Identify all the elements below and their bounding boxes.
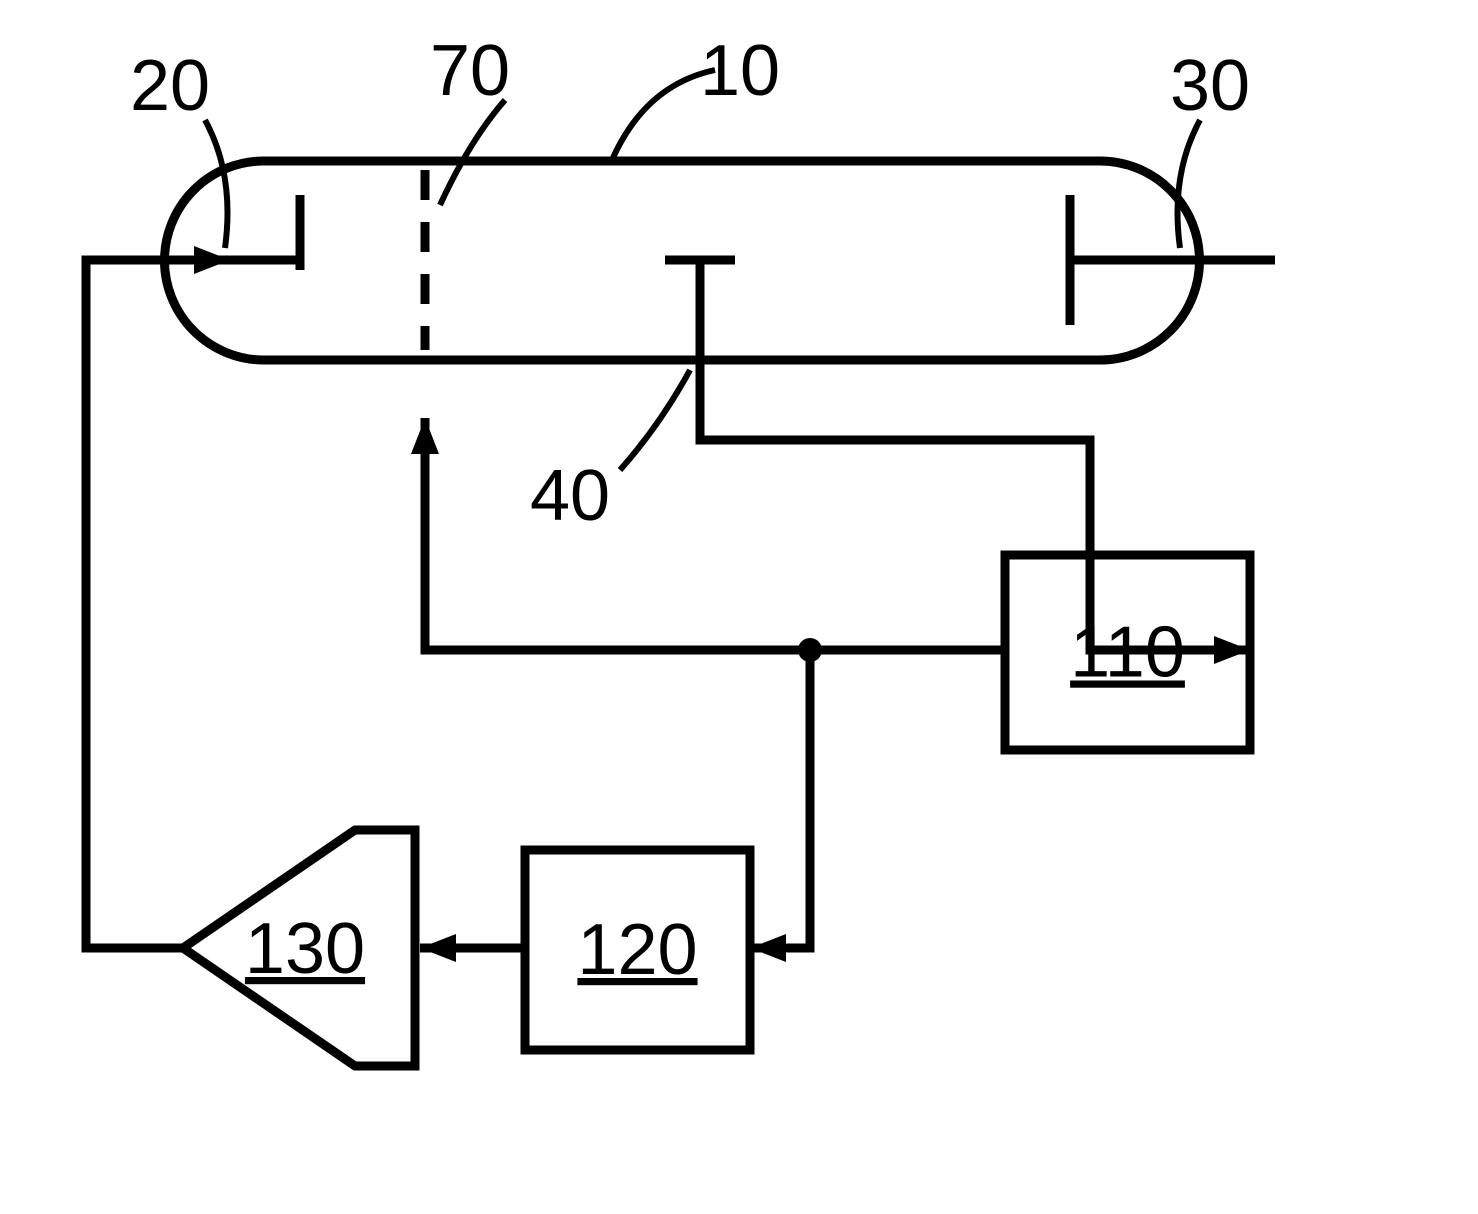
b110-label: 110 xyxy=(1070,613,1185,693)
arrowhead-icon xyxy=(1214,636,1250,664)
wire-node_to_120 xyxy=(750,650,810,948)
callout-l40: 40 xyxy=(530,456,610,536)
arrowhead-icon xyxy=(750,934,786,962)
callout-l20: 20 xyxy=(130,46,210,126)
leader-l70 xyxy=(440,100,505,205)
arrowhead-icon xyxy=(411,418,439,454)
wire-grid_feed_up xyxy=(425,418,810,650)
leader-l40 xyxy=(620,370,690,470)
b120-label: 120 xyxy=(577,910,697,990)
arrowhead-icon xyxy=(420,934,456,962)
leader-l20 xyxy=(205,120,228,248)
callout-l10: 10 xyxy=(700,31,780,111)
junction-node xyxy=(798,638,822,662)
wire-b130_to_cathode xyxy=(86,260,230,948)
callout-l70: 70 xyxy=(430,31,510,111)
callout-l30: 30 xyxy=(1170,46,1250,126)
b130-label: 130 xyxy=(245,909,365,989)
